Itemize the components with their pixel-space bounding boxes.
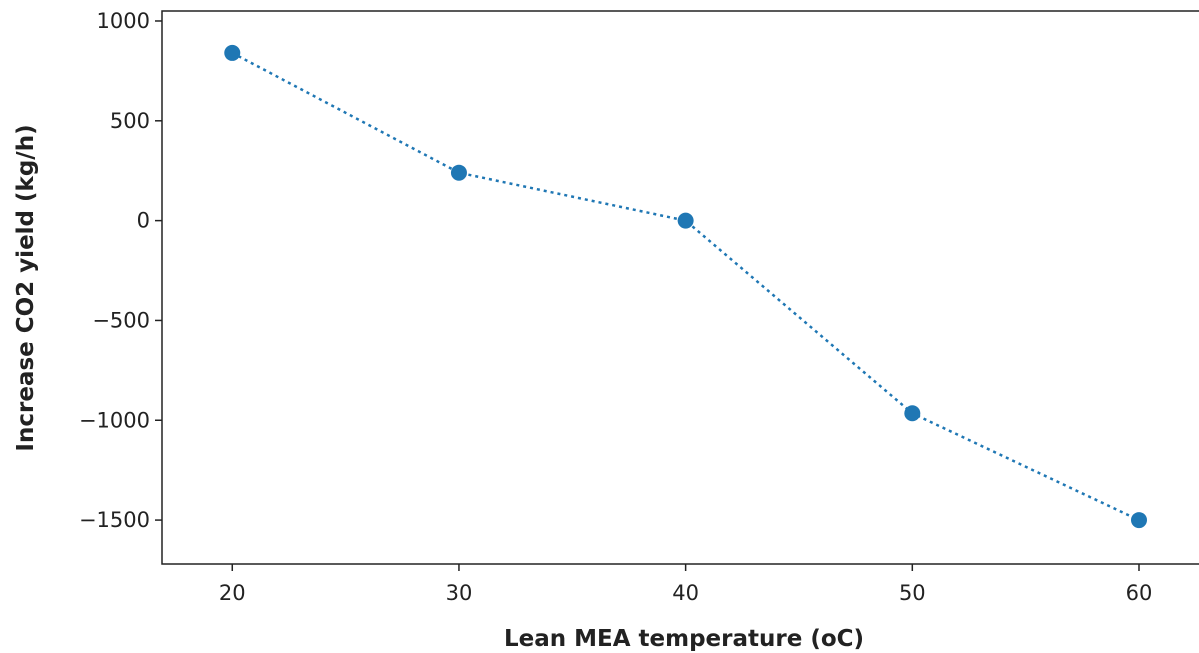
x-axis-title: Lean MEA temperature (oC)	[504, 626, 864, 652]
data-point	[904, 405, 921, 422]
data-point	[224, 44, 241, 61]
data-point	[450, 164, 467, 181]
x-tick-label: 50	[899, 581, 926, 605]
series-line	[231, 51, 1140, 522]
x-tick-label: 60	[1126, 581, 1153, 605]
plot-area-frame	[161, 10, 1199, 565]
x-axis-ticks: 20 30 40 50 60	[219, 564, 1152, 605]
y-tick-label: 1000	[97, 9, 150, 33]
y-tick-label: 500	[110, 109, 150, 133]
y-axis-title: Increase CO2 yield (kg/h)	[13, 124, 39, 451]
series-group	[224, 44, 1147, 529]
x-tick-label: 20	[219, 581, 246, 605]
y-tick-label: −1000	[79, 408, 150, 432]
y-tick-label: −500	[92, 308, 150, 332]
x-tick-label: 30	[446, 581, 473, 605]
x-tick-label: 40	[672, 581, 699, 605]
data-point	[677, 212, 694, 229]
y-tick-label: 0	[137, 209, 150, 233]
y-axis-ticks: 1000 500 0 −500 −1000 −1500	[79, 9, 162, 532]
y-tick-label: −1500	[79, 508, 150, 532]
data-point	[1130, 512, 1147, 529]
